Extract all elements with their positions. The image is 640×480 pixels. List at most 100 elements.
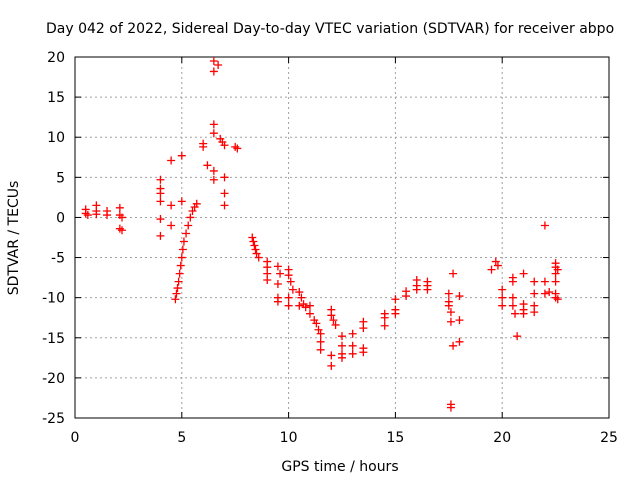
x-tick-label: 15 <box>386 430 404 446</box>
data-point <box>167 221 176 230</box>
data-point <box>508 293 517 302</box>
data-point <box>167 156 176 165</box>
data-point <box>214 61 223 70</box>
data-point <box>284 271 293 280</box>
data-point <box>249 237 258 246</box>
data-point <box>553 295 562 304</box>
data-point <box>156 197 165 206</box>
data-point <box>380 321 389 330</box>
data-point <box>530 289 539 298</box>
data-point <box>391 295 400 304</box>
data-point <box>391 309 400 318</box>
data-point <box>295 288 304 297</box>
data-point <box>276 269 285 278</box>
data-point <box>338 332 346 341</box>
y-tick-label: -5 <box>51 251 65 267</box>
data-point <box>115 203 124 212</box>
data-point <box>348 329 357 338</box>
data-point <box>179 237 188 246</box>
data-point <box>449 269 458 278</box>
data-point <box>209 166 218 175</box>
data-point <box>331 320 340 329</box>
data-point <box>156 231 165 240</box>
data-point <box>273 262 282 271</box>
data-point <box>284 293 293 302</box>
data-point <box>171 295 180 304</box>
y-axis-label: SDTVAR / TECUs <box>6 181 22 296</box>
data-point <box>455 316 464 325</box>
x-tick-label: 20 <box>493 430 511 446</box>
data-point <box>513 332 522 341</box>
data-point <box>156 215 165 224</box>
data-point <box>540 277 549 286</box>
data-point <box>117 213 126 222</box>
data-point <box>312 319 321 328</box>
data-point <box>348 349 357 358</box>
data-point <box>176 261 185 270</box>
data-point <box>545 288 554 297</box>
data-point <box>305 309 314 318</box>
data-point <box>498 293 507 302</box>
data-point <box>305 301 314 310</box>
data-point <box>177 253 186 262</box>
data-point <box>177 197 186 206</box>
data-point <box>209 67 218 76</box>
data-point <box>192 199 201 208</box>
data-point <box>493 261 502 270</box>
data-point <box>252 249 261 258</box>
data-point <box>553 265 562 274</box>
data-point <box>530 277 539 286</box>
data-point <box>530 308 539 317</box>
data-point <box>327 361 336 370</box>
data-point <box>174 277 183 286</box>
data-point <box>92 210 101 219</box>
data-point <box>295 301 304 310</box>
data-point <box>329 316 338 325</box>
data-point <box>508 301 517 310</box>
data-point <box>220 201 229 210</box>
y-tick-label: -15 <box>42 331 65 347</box>
data-point <box>286 277 295 286</box>
data-point <box>273 297 282 306</box>
data-point <box>519 269 528 278</box>
data-point <box>359 348 368 357</box>
x-tick-label: 0 <box>71 430 80 446</box>
data-point <box>338 353 346 362</box>
data-point <box>449 341 458 350</box>
x-tick-label: 10 <box>280 430 298 446</box>
data-point <box>508 277 517 286</box>
data-point <box>250 241 259 250</box>
data-point <box>220 141 229 150</box>
tick-labels: 0 5 10 15 20 25 -25 -20 -15 -10 -5 0 5 10 15 20 <box>42 50 618 446</box>
data-point <box>203 161 212 170</box>
data-point <box>402 292 411 301</box>
plot-frame <box>74 56 610 419</box>
data-point <box>177 151 186 160</box>
data-point <box>511 309 520 318</box>
data-point <box>446 308 455 317</box>
data-point <box>551 269 560 278</box>
y-tick-label: 5 <box>56 170 65 186</box>
data-point <box>156 189 165 198</box>
y-tick-label: 0 <box>56 210 65 226</box>
data-point <box>117 226 126 235</box>
data-point <box>178 245 187 254</box>
data-point <box>284 301 293 310</box>
data-point <box>327 311 336 320</box>
data-point <box>446 403 455 412</box>
data-point <box>209 129 218 138</box>
data-point <box>186 213 195 222</box>
data-point <box>184 221 193 230</box>
data-point <box>209 57 218 66</box>
data-point <box>251 245 260 254</box>
data-point <box>173 284 182 293</box>
data-point <box>359 324 368 333</box>
data-point <box>233 144 242 153</box>
data-point <box>316 337 325 346</box>
data-point <box>380 313 389 322</box>
y-tick-label: -10 <box>42 291 65 307</box>
x-tick-label: 5 <box>177 430 186 446</box>
data-point <box>167 201 176 210</box>
y-tick-label: 10 <box>47 130 65 146</box>
